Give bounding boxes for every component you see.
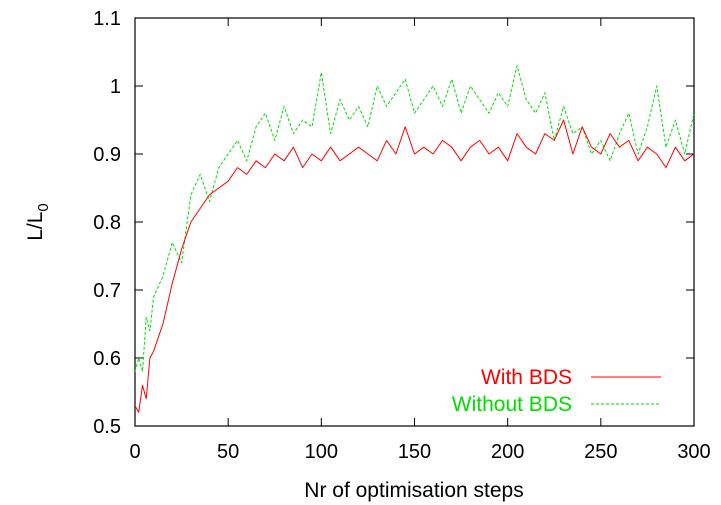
legend-label-without-bds: Without BDS <box>452 393 572 416</box>
y-tick-label: 0.5 <box>93 416 121 438</box>
series-line-without-bds <box>134 65 695 373</box>
svg-text:L/L0: L/L0 <box>24 203 52 241</box>
y-tick-label: 0.8 <box>93 212 121 234</box>
axis-ticks <box>134 17 695 427</box>
x-tick-label: 100 <box>305 441 338 463</box>
x-tick-label: 150 <box>398 441 431 463</box>
y-axis-label: L/L0 <box>24 203 52 241</box>
legend: With BDS Without BDS <box>452 366 661 416</box>
y-tick-label: 1.1 <box>93 8 121 30</box>
y-axis-label-main: L/L <box>24 212 47 241</box>
x-tick-labels: 0 50 100 150 200 250 300 <box>129 441 710 463</box>
x-tick-label: 300 <box>677 441 710 463</box>
series-line-with-bds <box>134 119 695 413</box>
x-tick-label: 0 <box>129 441 140 463</box>
y-tick-label: 0.6 <box>93 348 121 370</box>
x-tick-label: 250 <box>584 441 617 463</box>
y-tick-label: 0.9 <box>93 144 121 166</box>
y-axis-label-subscript: 0 <box>35 203 52 211</box>
y-tick-labels: 0.5 0.6 0.7 0.8 0.9 1 1.1 <box>93 8 121 438</box>
plot-frame <box>134 17 695 427</box>
x-tick-label: 200 <box>491 441 524 463</box>
x-tick-label: 50 <box>217 441 239 463</box>
legend-label-with-bds: With BDS <box>481 366 572 389</box>
y-tick-label: 0.7 <box>93 280 121 302</box>
x-axis-label: Nr of optimisation steps <box>304 479 523 502</box>
y-tick-label: 1 <box>110 76 121 98</box>
series-lines <box>134 65 695 413</box>
